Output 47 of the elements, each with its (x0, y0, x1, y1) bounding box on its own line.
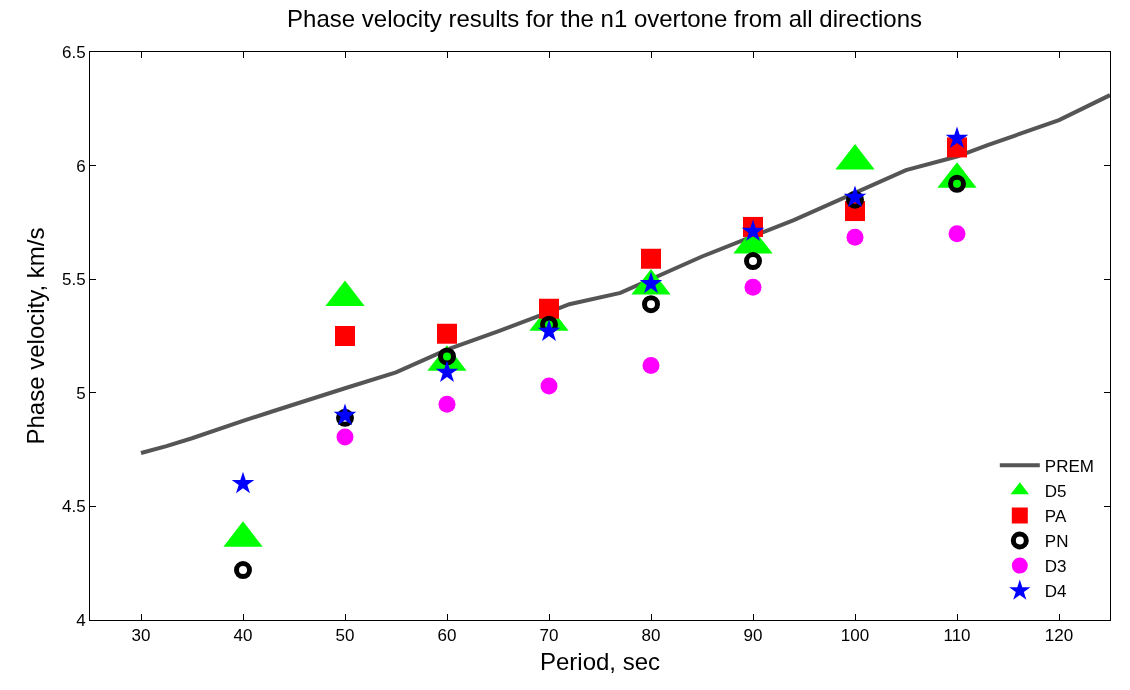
point (641, 248, 661, 269)
line-series (139, 93, 1110, 456)
point (539, 298, 559, 319)
y-tick-label: 4.5 (61, 497, 86, 517)
point (843, 185, 867, 208)
point (336, 428, 354, 446)
point (945, 126, 969, 148)
point (846, 228, 864, 246)
point (744, 252, 762, 271)
point (234, 561, 252, 580)
legend-label: D5 (1044, 481, 1067, 501)
x-tick-label: 30 (131, 626, 151, 646)
point (948, 225, 966, 243)
point (437, 323, 457, 344)
point (231, 471, 255, 494)
point (540, 377, 558, 395)
legend-label: D4 (1044, 582, 1067, 602)
legend-label: PREM (1044, 456, 1094, 476)
point (537, 319, 561, 342)
point (741, 219, 765, 242)
y-tick-label: 5 (76, 383, 86, 403)
legend-label: D3 (1044, 557, 1067, 577)
x-tick-label: 50 (335, 626, 355, 646)
y-tick-label: 5.5 (61, 270, 86, 290)
chart-title: Phase velocity results for the n1 overtone from all directions (287, 5, 923, 33)
point (435, 360, 459, 382)
point (642, 357, 660, 375)
legend-label: PA (1044, 507, 1067, 527)
y-tick-label: 6 (76, 156, 86, 176)
point (438, 395, 456, 413)
x-tick-label: 90 (743, 626, 763, 646)
y-tick-label: 4 (76, 610, 86, 630)
y-axis-title: Phase velocity, km/s (22, 227, 50, 445)
x-tick-label: 80 (641, 626, 661, 646)
x-axis-title: Period, sec (539, 647, 661, 675)
y-tick-label: 6.5 (61, 42, 86, 62)
x-tick-label: 100 (840, 626, 870, 646)
x-tick-label: 110 (943, 626, 971, 646)
x-tick-label: 40 (233, 626, 253, 646)
point (333, 403, 357, 426)
point (642, 295, 660, 314)
x-tick-label: 60 (437, 626, 457, 646)
x-tick-label: 70 (539, 626, 559, 646)
legend-label: PN (1044, 532, 1069, 552)
x-tick-label: 120 (1044, 626, 1074, 646)
point (744, 278, 762, 296)
point (335, 326, 355, 346)
